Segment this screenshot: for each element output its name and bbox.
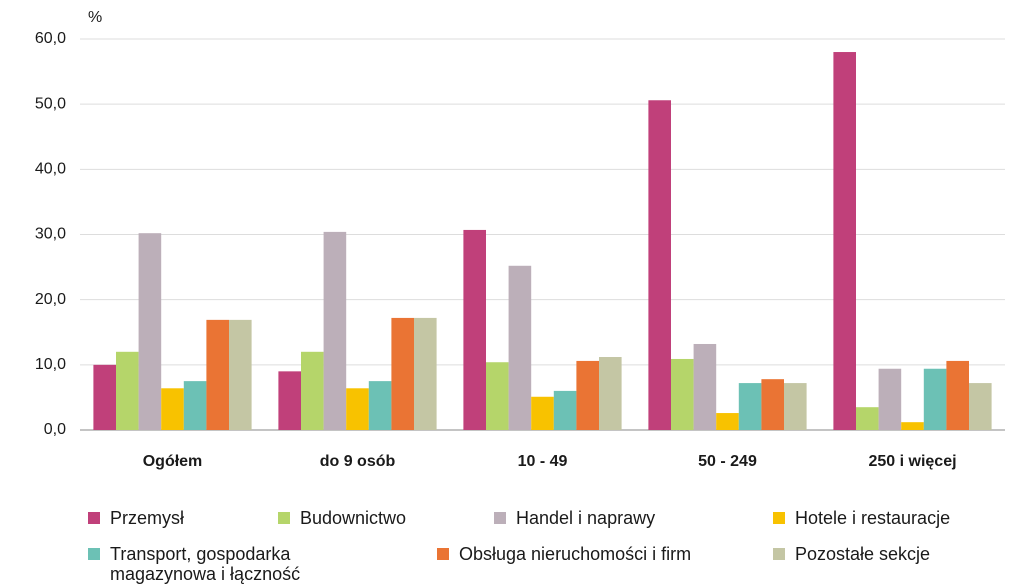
legend-label: Transport, gospodarka magazynowa i łączn… [110, 544, 301, 584]
legend-label: Budownictwo [300, 508, 407, 528]
x-tick-label: do 9 osób [320, 453, 396, 470]
y-tick-label: 20,0 [35, 291, 66, 308]
y-tick-label: 0,0 [44, 421, 66, 438]
bar [671, 358, 694, 430]
legend-item: Hotele i restauracje [773, 508, 1013, 528]
legend-item: Transport, gospodarka magazynowa i łączn… [88, 544, 338, 584]
legend-label: Handel i naprawy [516, 508, 656, 528]
bar [716, 413, 739, 430]
x-tick-label: 10 - 49 [518, 453, 568, 470]
bar [183, 381, 207, 430]
bar [856, 407, 879, 430]
bar [138, 233, 162, 430]
bar [576, 360, 599, 430]
bar [531, 396, 554, 430]
legend-label: Przemysł [110, 508, 185, 528]
y-tick-label: 10,0 [35, 356, 66, 373]
legend-item: Handel i naprawy [494, 508, 754, 528]
bar [414, 317, 437, 430]
legend-item: Obsługa nieruchomości i firm [437, 544, 767, 564]
bar [161, 388, 184, 430]
bar [599, 357, 622, 430]
bar [116, 351, 139, 430]
bar [553, 390, 577, 430]
x-tick-label: 250 i więcej [868, 453, 956, 470]
bar [346, 388, 369, 430]
legend-swatch [494, 512, 506, 524]
bar [878, 368, 902, 430]
legend-swatch [88, 512, 100, 524]
bar [693, 343, 717, 430]
bar [946, 360, 969, 430]
legend-swatch [437, 548, 449, 560]
bar [648, 100, 671, 431]
bar [508, 265, 532, 430]
y-tick-label: 50,0 [35, 95, 66, 112]
legend-label: Obsługa nieruchomości i firm [459, 544, 692, 564]
bar [368, 381, 392, 430]
y-tick-label: 30,0 [35, 226, 66, 243]
bar [969, 383, 992, 430]
bar [323, 231, 347, 430]
bar [463, 229, 486, 430]
bar [901, 422, 924, 430]
legend-item: Budownictwo [278, 508, 478, 528]
bar [301, 351, 324, 430]
bar [229, 319, 252, 430]
bar [923, 368, 947, 430]
x-tick-label: 50 - 249 [698, 453, 757, 470]
bar [206, 319, 229, 430]
x-tick-label: Ogółem [143, 453, 203, 470]
y-axis-label: % [88, 9, 102, 26]
legend-swatch [278, 512, 290, 524]
bar [486, 362, 509, 430]
legend-swatch [88, 548, 100, 560]
bar [761, 379, 784, 430]
legend-label: Hotele i restauracje [795, 508, 951, 528]
bar [784, 383, 807, 430]
bar [93, 364, 116, 430]
y-tick-label: 40,0 [35, 161, 66, 178]
legend-swatch [773, 512, 785, 524]
bar [391, 317, 414, 430]
legend-item: Pozostałe sekcje [773, 544, 1013, 564]
legend-item: Przemysł [88, 508, 288, 528]
bar [738, 383, 762, 430]
legend-swatch [773, 548, 785, 560]
legend-label: Pozostałe sekcje [795, 544, 931, 564]
bar [833, 52, 856, 431]
y-tick-label: 60,0 [35, 30, 66, 47]
bar [278, 371, 301, 430]
